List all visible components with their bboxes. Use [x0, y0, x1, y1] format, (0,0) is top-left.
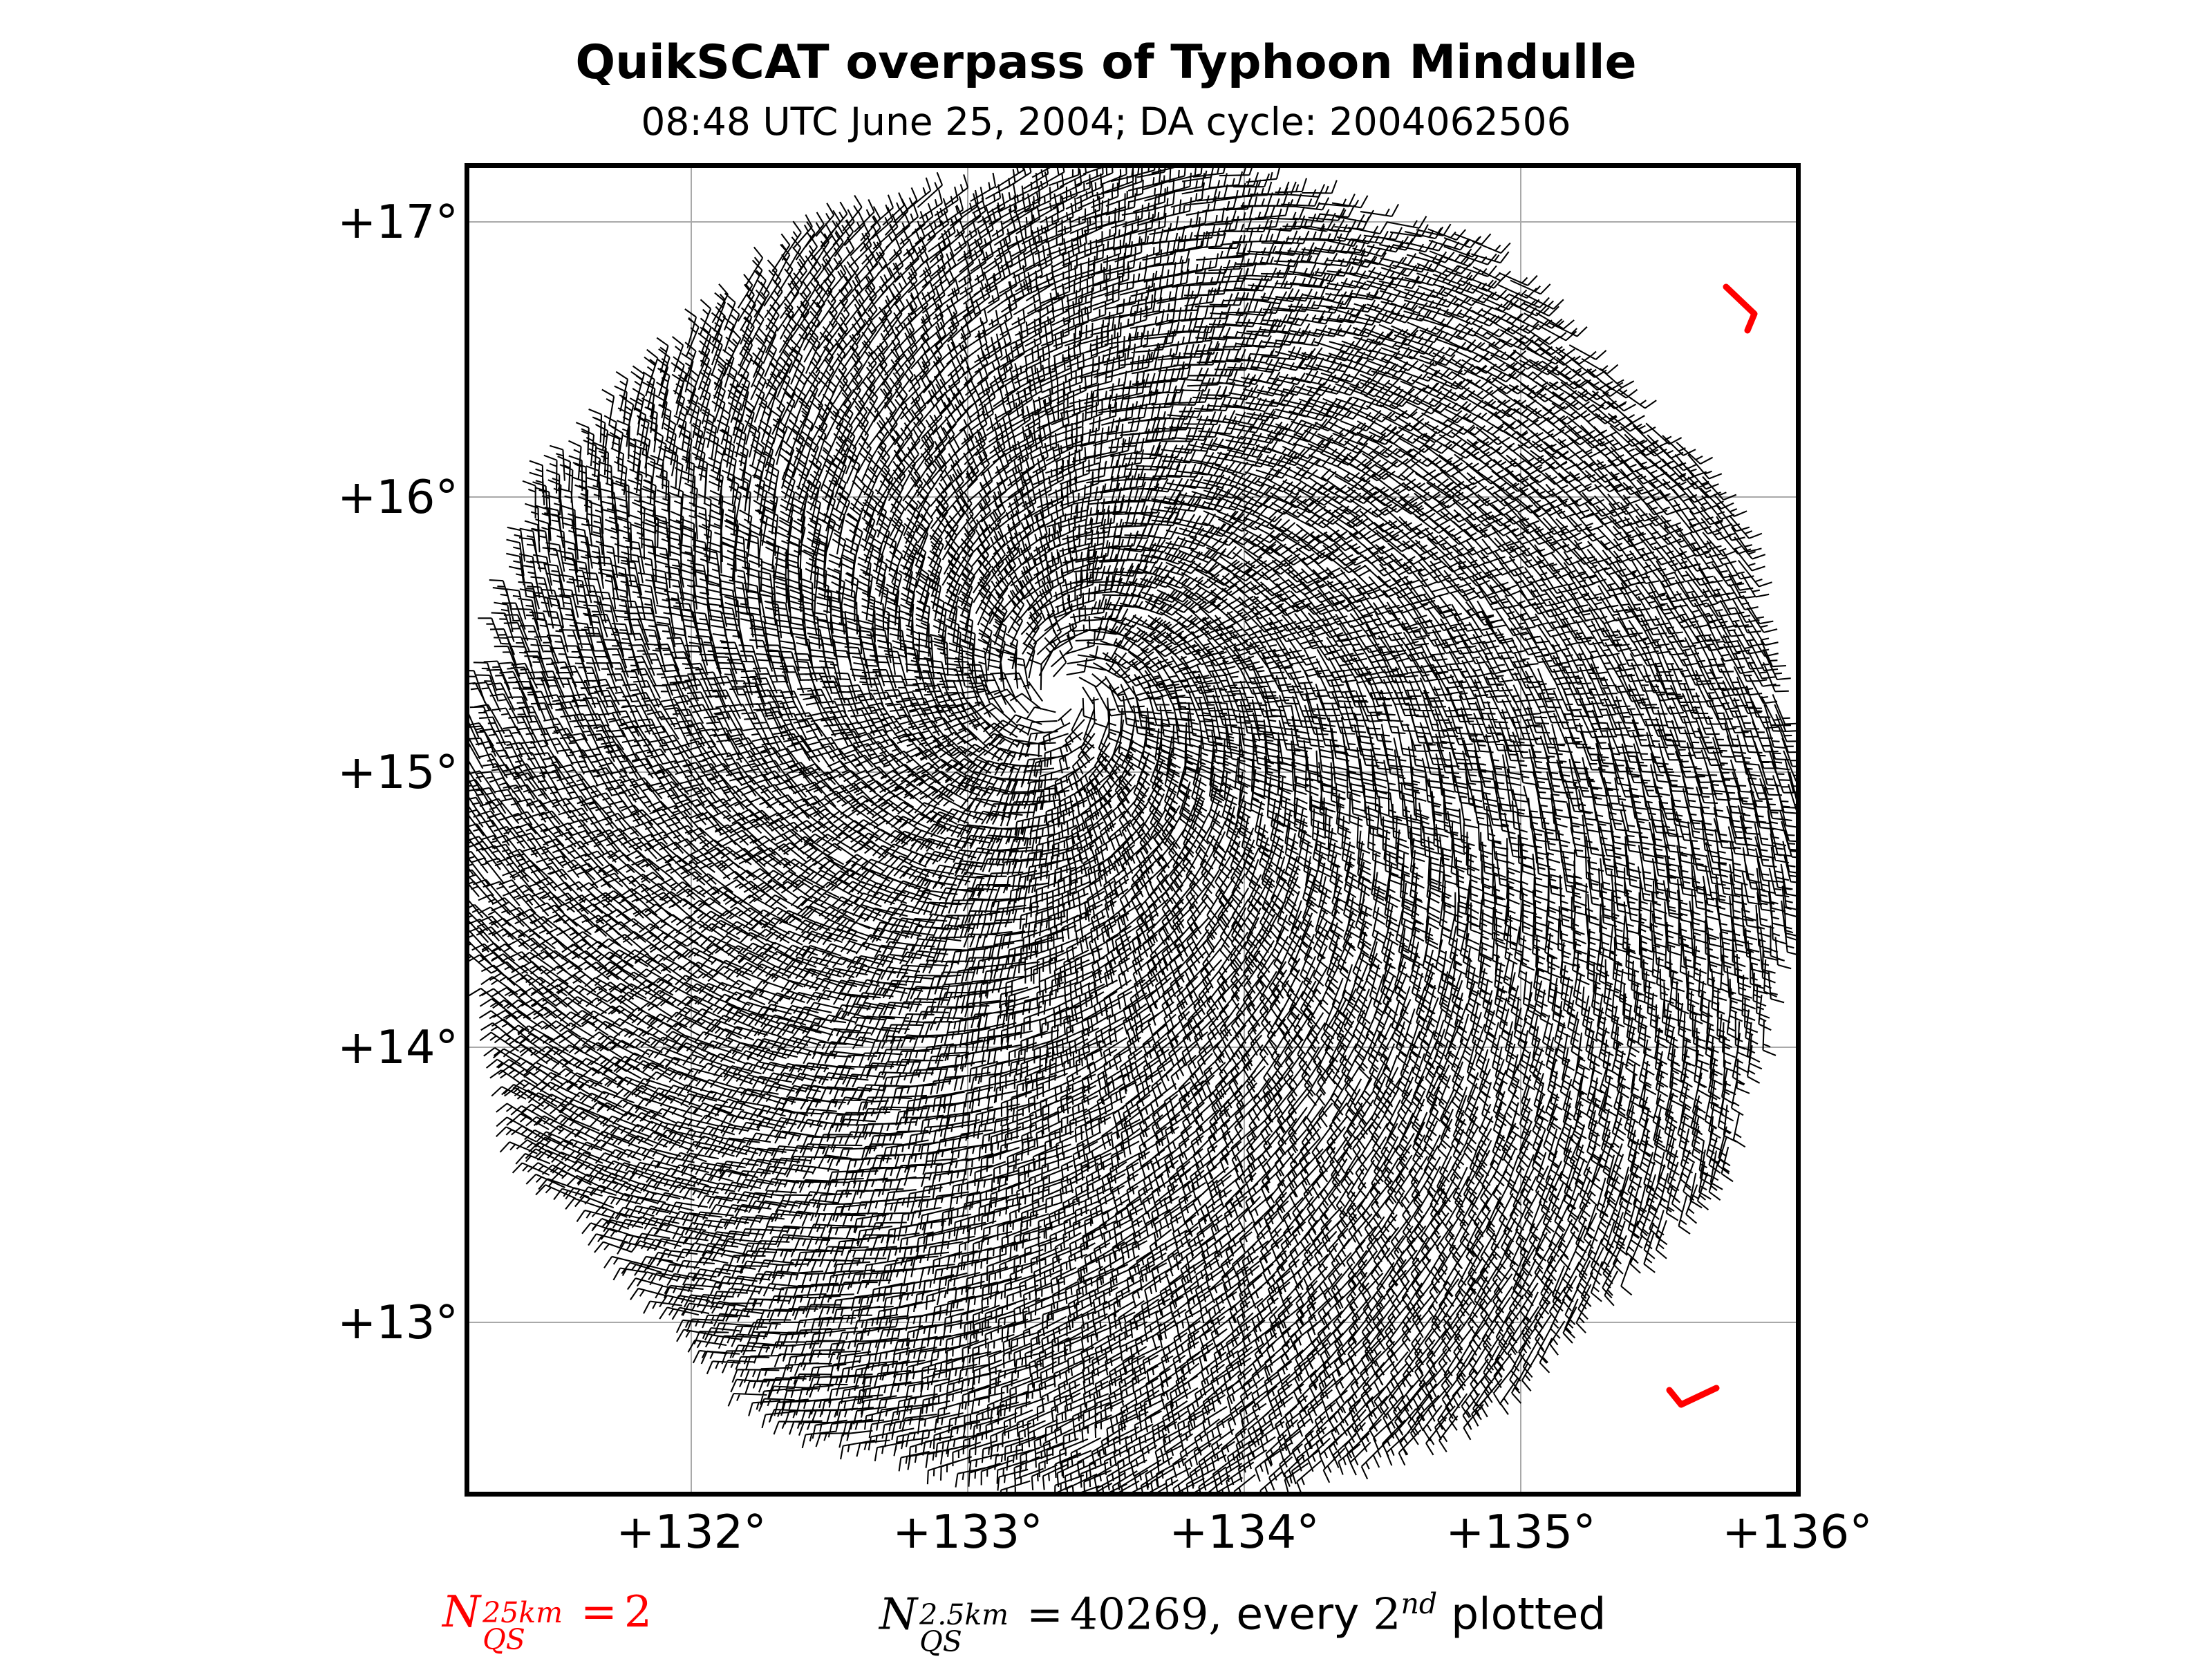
count-annotation-2p5km: N 2.5km QS = 40269, every 2nd plotted	[879, 1590, 1606, 1656]
red-wind-barb	[1723, 283, 1758, 334]
map-frame	[465, 163, 1801, 1497]
equals-sign: =	[1027, 1588, 1063, 1640]
x-tick-label: +135°	[1445, 1505, 1596, 1559]
y-tick-label: +16°	[337, 470, 458, 524]
y-tick-label: +13°	[337, 1295, 458, 1349]
exp-sup: nd	[1400, 1587, 1438, 1620]
plot-title: QuikSCAT overpass of Typhoon Mindulle	[575, 35, 1637, 90]
plotted-word: plotted	[1451, 1588, 1606, 1640]
count-annotation-25km: N 25km QS = 2	[442, 1590, 652, 1653]
wind-barb-map	[469, 168, 1796, 1492]
red-wind-barb	[1666, 1385, 1720, 1408]
plot-subtitle: 08:48 UTC June 25, 2004; DA cycle: 20040…	[641, 100, 1571, 144]
count-value: 40269,	[1069, 1588, 1223, 1640]
y-tick-label: +15°	[337, 745, 458, 799]
red-quikscat-barbs	[1666, 283, 1758, 1408]
math-sup: 25km	[482, 1595, 563, 1629]
math-symbol-N: N	[879, 1588, 918, 1640]
x-tick-label: +136°	[1722, 1505, 1873, 1559]
wind-barb-field	[469, 168, 1796, 1492]
every-word: every	[1236, 1588, 1360, 1640]
math-sub: QS	[482, 1622, 525, 1656]
x-tick-label: +134°	[1169, 1505, 1320, 1559]
x-tick-label: +132°	[616, 1505, 767, 1559]
math-sup: 2.5km	[919, 1598, 1009, 1632]
math-symbol-N: N	[442, 1586, 481, 1637]
y-tick-label: +14°	[337, 1020, 458, 1074]
every-word	[1222, 1589, 1236, 1640]
math-supsub: 25km QS	[482, 1595, 563, 1656]
x-tick-label: +133°	[892, 1505, 1043, 1559]
math-supsub: 2.5km QS	[919, 1598, 1009, 1659]
count-value: 2	[624, 1586, 652, 1637]
exp-base: 2	[1373, 1588, 1401, 1640]
math-sub: QS	[919, 1625, 962, 1659]
equals-sign: =	[581, 1586, 617, 1637]
y-tick-label: +17°	[337, 195, 458, 249]
